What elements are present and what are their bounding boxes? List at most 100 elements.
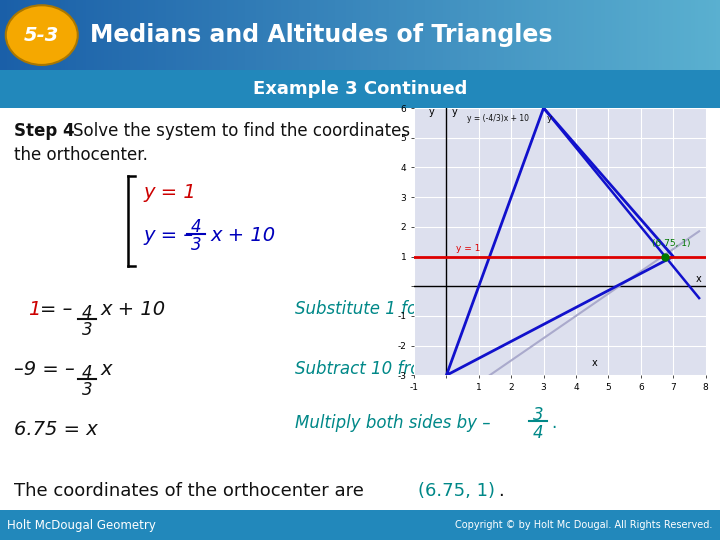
Bar bbox=[536, 0, 540, 70]
Bar bbox=[565, 0, 569, 70]
Bar bbox=[90, 0, 94, 70]
Bar bbox=[36, 0, 40, 70]
Bar bbox=[644, 0, 648, 70]
Bar bbox=[227, 0, 230, 70]
Bar bbox=[11, 0, 14, 70]
Bar bbox=[688, 0, 691, 70]
Bar bbox=[659, 0, 662, 70]
Bar bbox=[266, 0, 270, 70]
Text: 3: 3 bbox=[191, 236, 202, 254]
Bar bbox=[518, 0, 522, 70]
Bar bbox=[281, 0, 284, 70]
Text: the orthocenter.: the orthocenter. bbox=[14, 146, 148, 164]
Bar bbox=[547, 0, 551, 70]
Bar bbox=[292, 0, 295, 70]
Bar bbox=[288, 0, 292, 70]
Bar bbox=[68, 0, 72, 70]
Bar bbox=[608, 0, 612, 70]
Bar bbox=[22, 0, 25, 70]
Text: 5-3: 5-3 bbox=[24, 25, 60, 45]
Bar bbox=[486, 0, 490, 70]
Bar bbox=[443, 0, 446, 70]
Bar bbox=[54, 0, 58, 70]
Bar bbox=[626, 0, 630, 70]
Bar bbox=[479, 0, 482, 70]
Bar bbox=[605, 0, 608, 70]
Bar bbox=[716, 0, 720, 70]
Bar bbox=[328, 0, 331, 70]
Bar bbox=[202, 0, 205, 70]
Bar bbox=[101, 0, 104, 70]
Bar bbox=[562, 0, 565, 70]
Bar bbox=[364, 0, 367, 70]
Bar bbox=[162, 0, 166, 70]
Bar bbox=[245, 0, 248, 70]
Text: x: x bbox=[100, 360, 112, 379]
Bar bbox=[65, 0, 68, 70]
Bar bbox=[432, 0, 436, 70]
Text: y = 1: y = 1 bbox=[143, 183, 196, 202]
Bar bbox=[544, 0, 547, 70]
Bar bbox=[641, 0, 644, 70]
Bar bbox=[126, 0, 130, 70]
Bar bbox=[234, 0, 238, 70]
Text: y = 1: y = 1 bbox=[456, 244, 480, 253]
Bar bbox=[277, 0, 281, 70]
Bar bbox=[378, 0, 382, 70]
Bar bbox=[497, 0, 500, 70]
Bar bbox=[0, 0, 4, 70]
Bar bbox=[403, 0, 407, 70]
Bar bbox=[533, 0, 536, 70]
Bar bbox=[598, 0, 601, 70]
Bar bbox=[713, 0, 716, 70]
Bar bbox=[173, 0, 176, 70]
Bar bbox=[691, 0, 695, 70]
Bar bbox=[400, 0, 403, 70]
Bar bbox=[29, 0, 32, 70]
Bar bbox=[414, 0, 418, 70]
Bar bbox=[616, 0, 619, 70]
Bar bbox=[709, 0, 713, 70]
Bar bbox=[306, 0, 310, 70]
Bar bbox=[410, 0, 414, 70]
Bar bbox=[666, 0, 670, 70]
Bar bbox=[212, 0, 216, 70]
Bar bbox=[439, 0, 443, 70]
Bar bbox=[133, 0, 137, 70]
Bar bbox=[425, 0, 428, 70]
Bar bbox=[47, 0, 50, 70]
Bar bbox=[702, 0, 706, 70]
Bar bbox=[648, 0, 652, 70]
Bar bbox=[144, 0, 148, 70]
Text: 1: 1 bbox=[28, 300, 40, 319]
Bar bbox=[421, 0, 425, 70]
Text: (6.75, 1): (6.75, 1) bbox=[652, 239, 690, 248]
Text: Subtract 10 from both sides.: Subtract 10 from both sides. bbox=[295, 360, 533, 378]
Bar bbox=[216, 0, 220, 70]
Bar bbox=[112, 0, 115, 70]
FancyBboxPatch shape bbox=[0, 70, 720, 108]
Bar bbox=[155, 0, 158, 70]
Bar bbox=[706, 0, 709, 70]
Bar bbox=[558, 0, 562, 70]
Bar bbox=[436, 0, 439, 70]
Text: y: y bbox=[547, 114, 552, 123]
Bar bbox=[529, 0, 533, 70]
Bar bbox=[230, 0, 234, 70]
Text: Copyright © by Holt Mc Dougal. All Rights Reserved.: Copyright © by Holt Mc Dougal. All Right… bbox=[456, 520, 713, 530]
Bar bbox=[493, 0, 497, 70]
Bar bbox=[198, 0, 202, 70]
Bar bbox=[680, 0, 684, 70]
Bar bbox=[428, 0, 432, 70]
Bar bbox=[472, 0, 475, 70]
Text: 3: 3 bbox=[533, 406, 544, 424]
Bar bbox=[187, 0, 191, 70]
Bar bbox=[310, 0, 313, 70]
Bar bbox=[25, 0, 29, 70]
Bar bbox=[698, 0, 702, 70]
Bar bbox=[446, 0, 450, 70]
Bar bbox=[508, 0, 511, 70]
Bar bbox=[313, 0, 317, 70]
Bar bbox=[482, 0, 486, 70]
Bar bbox=[342, 0, 346, 70]
